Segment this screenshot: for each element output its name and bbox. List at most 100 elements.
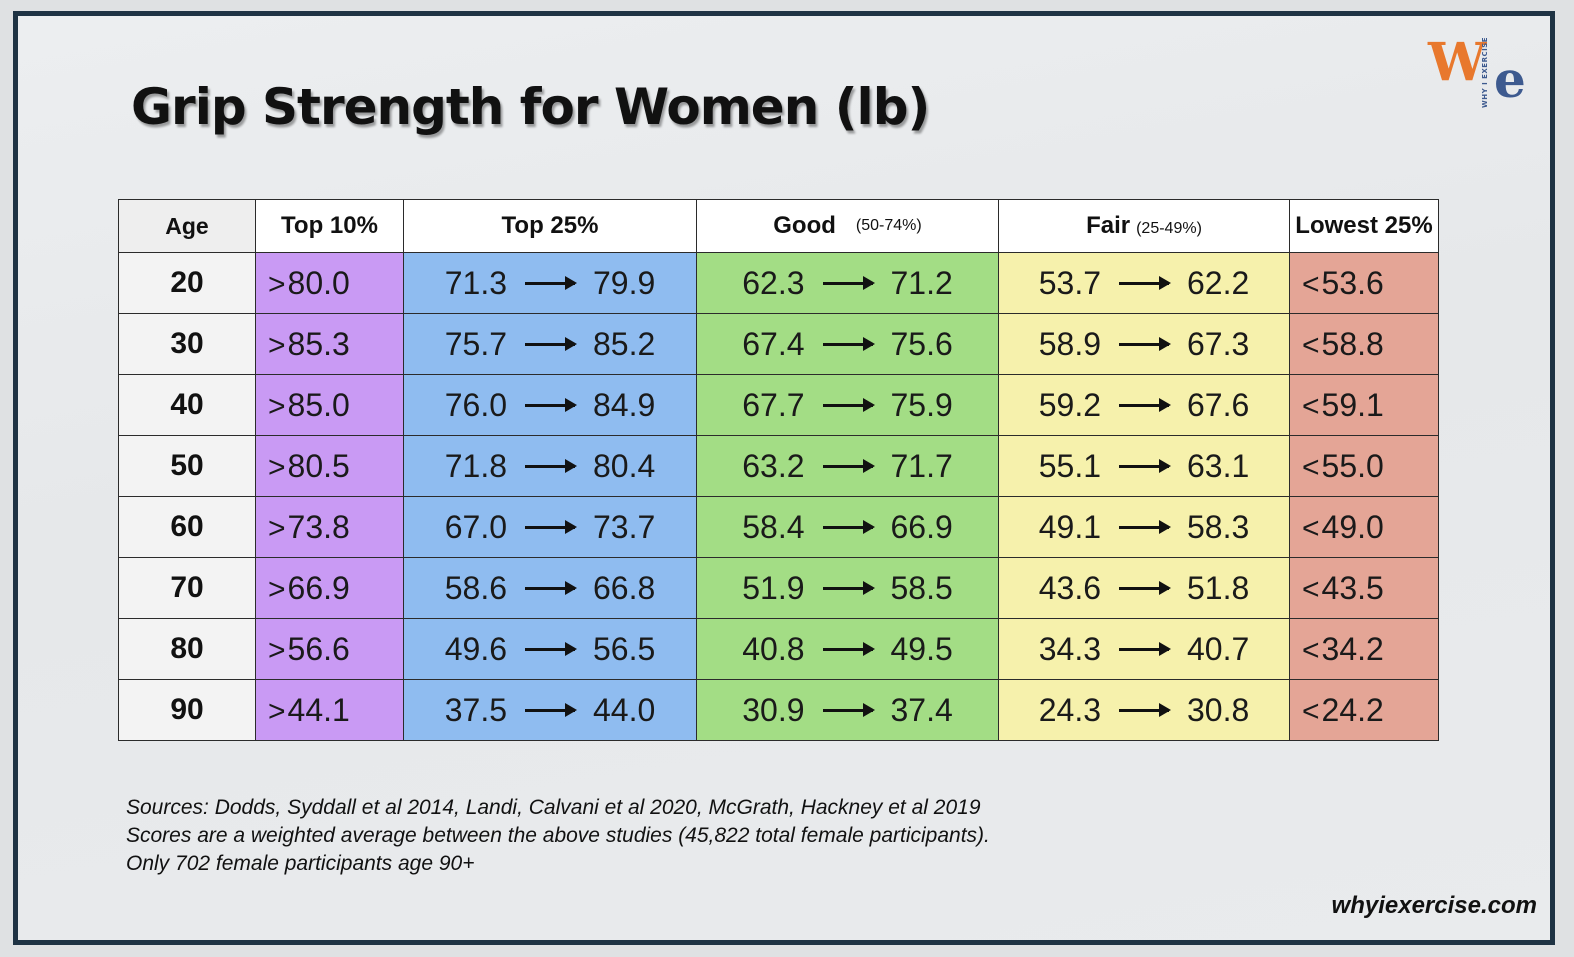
top25-low: 76.0 xyxy=(444,386,507,423)
top10-bound: >85.3 xyxy=(256,326,403,363)
lowest-value: 53.6 xyxy=(1321,264,1384,301)
good-range: 51.9 58.5 xyxy=(697,570,998,607)
less-than-sign: < xyxy=(1302,633,1320,667)
top10-cell: >56.6 xyxy=(255,618,404,680)
fair-low: 58.9 xyxy=(1038,325,1101,362)
age-cell: 30 xyxy=(118,313,256,375)
top25-cell: 76.0 84.9 xyxy=(403,374,697,436)
good-range: 58.4 66.9 xyxy=(697,509,998,546)
top25-cell: 71.8 80.4 xyxy=(403,435,697,497)
arrow-right-icon xyxy=(822,580,875,595)
table-row: 70 >66.9 58.6 66.8 51.9 58.5 43.6 51.8 <43.5 xyxy=(118,557,1439,619)
fair-high: 67.6 xyxy=(1187,386,1250,423)
arrow-right-icon xyxy=(1119,702,1171,717)
sources-line-2: Scores are a weighted average between th… xyxy=(126,824,990,847)
fair-low: 24.3 xyxy=(1038,691,1101,728)
fair-range: 59.2 67.6 xyxy=(999,387,1289,424)
greater-than-sign: > xyxy=(268,511,286,545)
top25-low: 67.0 xyxy=(444,508,507,545)
table-row: 90 >44.1 37.5 44.0 30.9 37.4 24.3 30.8 <24.2 xyxy=(118,679,1439,741)
good-cell: 40.8 49.5 xyxy=(696,618,999,680)
top10-bound: >80.0 xyxy=(256,265,403,302)
good-low: 30.9 xyxy=(742,691,805,728)
top10-bound: >85.0 xyxy=(256,387,403,424)
good-high: 71.2 xyxy=(890,264,953,301)
arrow-right-icon xyxy=(822,458,875,473)
arrow-right-icon xyxy=(1119,458,1171,473)
good-range: 62.3 71.2 xyxy=(697,265,998,302)
age-cell: 60 xyxy=(118,496,256,558)
arrow-right-icon xyxy=(525,580,577,595)
header-good: Good (50-74%) xyxy=(696,199,999,253)
sources-line-1: Sources: Dodds, Syddall et al 2014, Land… xyxy=(126,796,981,819)
top10-bound: >80.5 xyxy=(256,448,403,485)
fair-range: 49.1 58.3 xyxy=(999,509,1289,546)
header-fair: Fair (25-49%) xyxy=(998,199,1290,253)
top10-value: 85.3 xyxy=(287,325,350,362)
greater-than-sign: > xyxy=(268,450,286,484)
top25-cell: 71.3 79.9 xyxy=(403,252,697,314)
logo-tagline: WHY I EXERCISE xyxy=(1481,36,1489,108)
less-than-sign: < xyxy=(1302,267,1320,301)
fair-low: 55.1 xyxy=(1038,447,1101,484)
top10-value: 73.8 xyxy=(287,508,350,545)
fair-low: 34.3 xyxy=(1038,630,1101,667)
good-range: 67.7 75.9 xyxy=(697,387,998,424)
lowest-value: 49.0 xyxy=(1321,508,1384,545)
top10-cell: >73.8 xyxy=(255,496,404,558)
top25-range: 58.6 66.8 xyxy=(404,570,696,607)
good-high: 37.4 xyxy=(890,691,953,728)
top10-bound: >44.1 xyxy=(256,692,403,729)
top25-range: 37.5 44.0 xyxy=(404,692,696,729)
top10-bound: >73.8 xyxy=(256,509,403,546)
poster-frame: Grip Strength for Women (lb) W WHY I EXE… xyxy=(13,11,1555,945)
arrow-right-icon xyxy=(1119,519,1171,534)
top25-range: 49.6 56.5 xyxy=(404,631,696,668)
lowest-cell: <34.2 xyxy=(1289,618,1439,680)
fair-cell: 43.6 51.8 xyxy=(998,557,1290,619)
age-cell: 90 xyxy=(118,679,256,741)
good-cell: 62.3 71.2 xyxy=(696,252,999,314)
header-age: Age xyxy=(118,199,256,253)
good-low: 67.7 xyxy=(742,386,805,423)
good-low: 51.9 xyxy=(742,569,805,606)
whyiexercise-logo: W WHY I EXERCISE e xyxy=(1426,32,1538,112)
arrow-right-icon xyxy=(525,336,577,351)
top10-value: 80.5 xyxy=(287,447,350,484)
age-cell: 70 xyxy=(118,557,256,619)
logo-w-letter: W xyxy=(1428,32,1487,93)
top25-low: 71.3 xyxy=(444,264,507,301)
lowest-bound: <43.5 xyxy=(1290,570,1438,607)
table-row: 80 >56.6 49.6 56.5 40.8 49.5 34.3 40.7 <34.2 xyxy=(118,618,1439,680)
lowest-bound: <24.2 xyxy=(1290,692,1438,729)
age-cell: 80 xyxy=(118,618,256,680)
lowest-value: 34.2 xyxy=(1321,630,1384,667)
fair-high: 63.1 xyxy=(1187,447,1250,484)
lowest-cell: <49.0 xyxy=(1289,496,1439,558)
lowest-value: 55.0 xyxy=(1321,447,1384,484)
greater-than-sign: > xyxy=(268,694,286,728)
header-top10: Top 10% xyxy=(255,199,404,253)
good-low: 67.4 xyxy=(742,325,805,362)
arrow-right-icon xyxy=(822,397,875,412)
header-fair-range: (25-49%) xyxy=(1136,220,1202,237)
good-cell: 67.7 75.9 xyxy=(696,374,999,436)
good-range: 30.9 37.4 xyxy=(697,692,998,729)
table-body: 20 >80.0 71.3 79.9 62.3 71.2 53.7 62.2 <53.6 30 >8… xyxy=(118,252,1439,741)
fair-low: 53.7 xyxy=(1038,264,1101,301)
top25-high: 84.9 xyxy=(593,386,656,423)
top10-value: 44.1 xyxy=(287,691,350,728)
lowest-value: 24.2 xyxy=(1321,691,1384,728)
lowest-cell: <58.8 xyxy=(1289,313,1439,375)
fair-high: 62.2 xyxy=(1187,264,1250,301)
top25-range: 71.8 80.4 xyxy=(404,448,696,485)
top10-value: 66.9 xyxy=(287,569,350,606)
good-cell: 30.9 37.4 xyxy=(696,679,999,741)
lowest-bound: <34.2 xyxy=(1290,631,1438,668)
top25-range: 75.7 85.2 xyxy=(404,326,696,363)
header-fair-label: Fair xyxy=(1086,212,1131,239)
fair-high: 30.8 xyxy=(1187,691,1250,728)
greater-than-sign: > xyxy=(268,389,286,423)
fair-high: 51.8 xyxy=(1187,569,1250,606)
header-lowest: Lowest 25% xyxy=(1289,199,1439,253)
